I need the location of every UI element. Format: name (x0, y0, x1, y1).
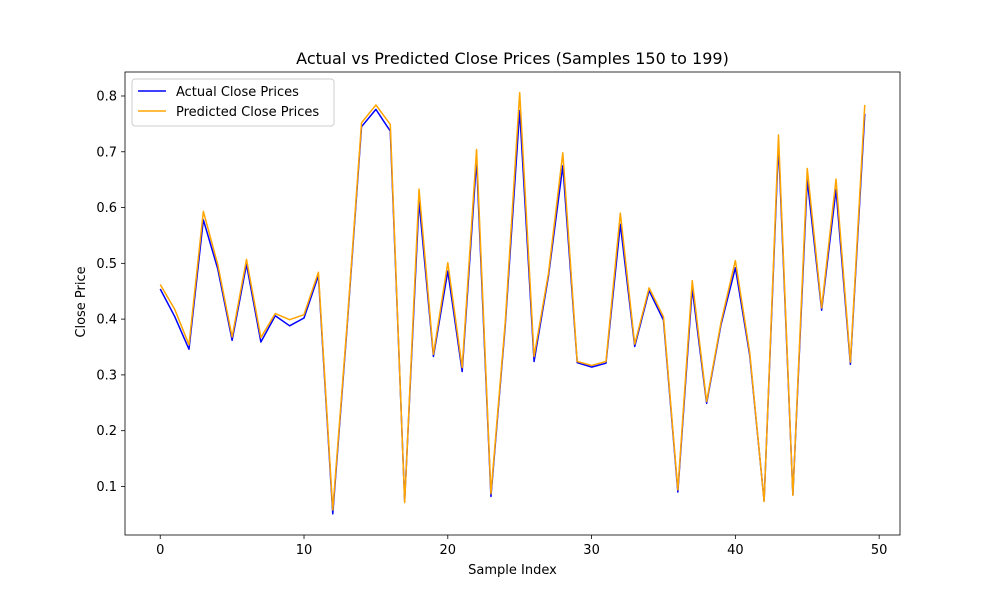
y-tick-label: 0.8 (96, 89, 117, 104)
y-tick-label: 0.2 (96, 424, 117, 439)
x-tick-label: 0 (156, 543, 164, 558)
series-line-predicted (159, 91, 866, 511)
legend-label-actual: Actual Close Prices (176, 85, 299, 100)
x-tick-label: 50 (871, 543, 888, 558)
x-tick-label: 30 (583, 543, 600, 558)
legend-box (131, 78, 335, 127)
axes-frame (124, 71, 901, 536)
x-tick-label: 40 (727, 543, 744, 558)
y-tick-label: 0.1 (96, 480, 117, 495)
y-tick-label: 0.5 (96, 257, 117, 272)
legend-label-predicted: Predicted Close Prices (176, 105, 319, 120)
plot-area: 0 10 20 30 40 50 0.1 0.2 0.3 0.4 0.5 0.6 0.7 0.8 Actua… (96, 71, 901, 558)
x-tick-label: 10 (296, 543, 313, 558)
chart-title: Actual vs Predicted Close Prices (Sample… (296, 49, 729, 68)
x-axis-label: Sample Index (468, 563, 557, 578)
y-tick-label: 0.4 (96, 313, 117, 328)
y-axis-label: Close Price (74, 266, 89, 337)
legend: Actual Close Prices Predicted Close Price… (131, 78, 335, 127)
y-tick-label: 0.7 (96, 145, 117, 160)
y-tick-label: 0.3 (96, 368, 117, 383)
y-tick-label: 0.6 (96, 201, 117, 216)
x-tick-label: 20 (440, 543, 457, 558)
